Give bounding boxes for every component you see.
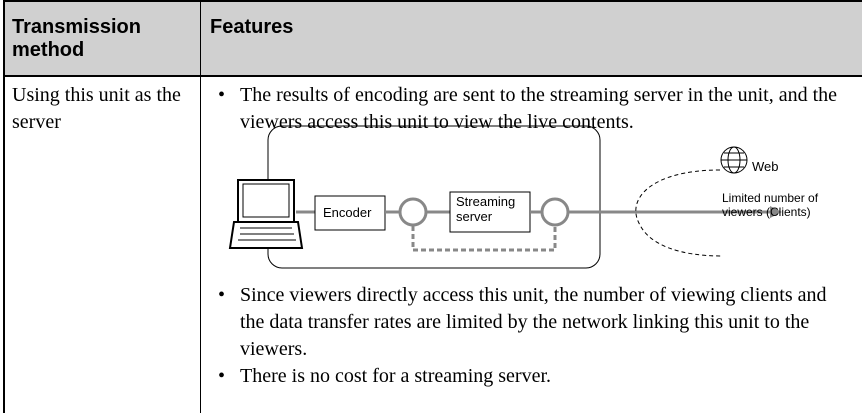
column-header: Features: [210, 16, 294, 38]
server-label: Streaming server: [456, 194, 516, 224]
viewers-label: Limited number of viewers (Clients): [722, 191, 819, 219]
web-label: Web: [752, 159, 779, 174]
bullet: •: [218, 365, 226, 387]
rule: [3, 75, 862, 77]
globe: [720, 146, 748, 174]
feature-text: Since viewers directly access this unit,…: [240, 284, 827, 360]
node: [540, 197, 570, 227]
rule: [3, 0, 5, 413]
node: [398, 197, 428, 227]
arrow-head: [770, 206, 782, 218]
header-bg: [3, 0, 862, 75]
column-header: Transmission method: [12, 16, 141, 61]
feature-text: The results of encoding are sent to the …: [240, 84, 838, 133]
feature-text: There is no cost for a streaming server.: [240, 365, 552, 387]
viewers-label-box: Limited number of viewers (Clients): [722, 191, 819, 219]
bullet: •: [218, 284, 226, 306]
network-cloud: [635, 169, 723, 257]
server-label-box: Streaming server: [456, 194, 516, 224]
encoder-label: Encoder: [323, 205, 372, 220]
rule: [3, 0, 862, 2]
dashed-loop: [411, 226, 557, 252]
laptop: [228, 179, 304, 249]
server-box: [449, 191, 531, 233]
bullet: •: [218, 84, 226, 106]
rule: [200, 0, 201, 413]
method: Using this unit as the server: [12, 84, 181, 133]
